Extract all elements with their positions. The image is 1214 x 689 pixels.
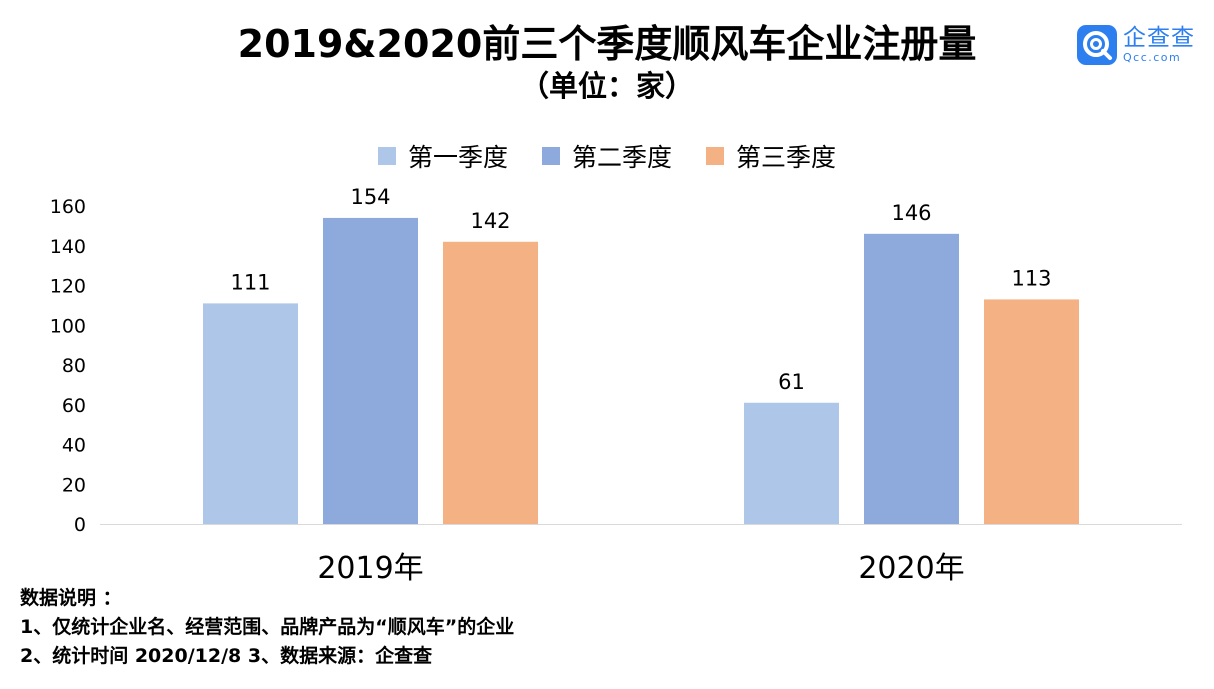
x-category-label: 2020年: [858, 551, 964, 586]
y-tick-label: 160: [50, 196, 86, 218]
legend-item-q3: 第三季度: [706, 138, 836, 174]
bar-2020年-第一季度: [744, 402, 839, 524]
legend-label-q2: 第二季度: [571, 143, 672, 172]
data-label: 113: [1011, 266, 1051, 290]
y-tick-label: 20: [62, 474, 86, 496]
logo-text-cn: 企查查: [1123, 25, 1195, 51]
logo: 企查查 Qcc.com: [1077, 24, 1195, 66]
bar-2020年-第三季度: [984, 299, 1079, 524]
data-label: 146: [891, 201, 931, 225]
y-tick-label: 0: [74, 514, 86, 536]
y-tick-label: 60: [62, 395, 86, 417]
x-category-label: 2019年: [317, 551, 423, 586]
y-tick-label: 120: [50, 276, 86, 298]
y-tick-label: 80: [62, 355, 86, 377]
qcc-logo-icon: [1077, 25, 1117, 65]
data-label: 142: [470, 209, 510, 233]
bar-2019年-第二季度: [323, 217, 418, 525]
chart-subtitle: （单位：家）: [519, 69, 694, 103]
legend-swatch-q3: [706, 147, 724, 165]
legend-label-q3: 第三季度: [736, 143, 837, 172]
legend-item-q2: 第二季度: [541, 138, 672, 174]
bar-2019年-第三季度: [443, 241, 538, 524]
legend-label-q1: 第一季度: [407, 143, 508, 172]
data-label: 61: [778, 370, 805, 394]
legend-swatch-q1: [377, 147, 396, 165]
bar-2020年-第二季度: [864, 233, 959, 524]
logo-text-en: Qcc.com: [1123, 51, 1182, 64]
y-tick-label: 40: [62, 435, 86, 457]
data-notes: 数据说明 ： 1、仅统计企业名、经营范围、品牌产品为“顺风车”的企业 2、统计时…: [20, 584, 514, 671]
legend-swatch-q2: [541, 147, 560, 165]
data-label: 154: [350, 185, 390, 209]
data-label: 111: [230, 270, 270, 294]
notes-heading: 数据说明 ：: [20, 587, 122, 609]
chart-legend: 第一季度 第二季度 第三季度: [0, 138, 1214, 174]
legend-item-q1: 第一季度: [377, 138, 508, 174]
chart-title: 2019&2020前三个季度顺风车企业注册量: [237, 22, 977, 66]
notes-line-2: 2、统计时间 2020/12/8 3、数据来源：企查查: [20, 645, 433, 667]
y-tick-label: 140: [50, 236, 86, 258]
bar-2019年-第一季度: [203, 303, 298, 524]
y-tick-label: 100: [50, 315, 86, 337]
notes-line-1: 1、仅统计企业名、经营范围、品牌产品为“顺风车”的企业: [20, 616, 515, 638]
